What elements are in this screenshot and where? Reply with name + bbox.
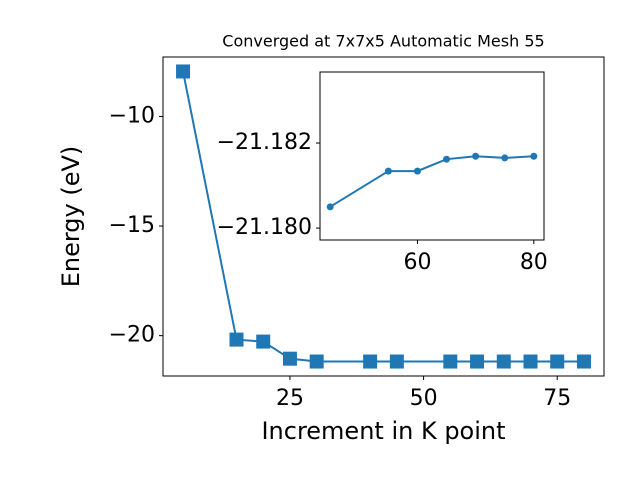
y-tick-label: −20 bbox=[109, 323, 155, 348]
y-tick-label: −10 bbox=[109, 103, 155, 128]
y-tick-label: −21.182 bbox=[217, 130, 312, 155]
plot-area bbox=[319, 71, 545, 241]
x-tick-label: 75 bbox=[543, 386, 571, 411]
x-tick-label: 25 bbox=[276, 386, 304, 411]
marker bbox=[501, 154, 509, 162]
marker bbox=[413, 167, 421, 175]
y-axis-label: Energy (eV) bbox=[57, 146, 85, 288]
marker bbox=[229, 332, 244, 347]
x-axis-label: Increment in K point bbox=[261, 417, 505, 445]
marker bbox=[282, 351, 297, 366]
marker bbox=[363, 354, 378, 369]
marker bbox=[472, 152, 480, 160]
marker bbox=[389, 354, 404, 369]
x-tick-label: 50 bbox=[410, 386, 438, 411]
marker bbox=[256, 334, 271, 349]
marker bbox=[384, 167, 392, 175]
marker bbox=[523, 354, 538, 369]
x-tick-label: 80 bbox=[520, 250, 548, 275]
y-tick-label: −21.180 bbox=[217, 215, 312, 240]
marker bbox=[176, 64, 191, 79]
marker bbox=[309, 354, 324, 369]
marker bbox=[470, 354, 485, 369]
x-tick-label: 60 bbox=[403, 250, 431, 275]
y-tick-label: −15 bbox=[109, 213, 155, 238]
marker bbox=[443, 155, 451, 163]
marker bbox=[443, 354, 458, 369]
marker bbox=[530, 152, 538, 160]
marker bbox=[496, 354, 511, 369]
marker bbox=[576, 354, 591, 369]
marker bbox=[326, 203, 334, 211]
chart-title: Converged at 7x7x5 Automatic Mesh 55 bbox=[222, 32, 544, 51]
marker bbox=[550, 354, 565, 369]
